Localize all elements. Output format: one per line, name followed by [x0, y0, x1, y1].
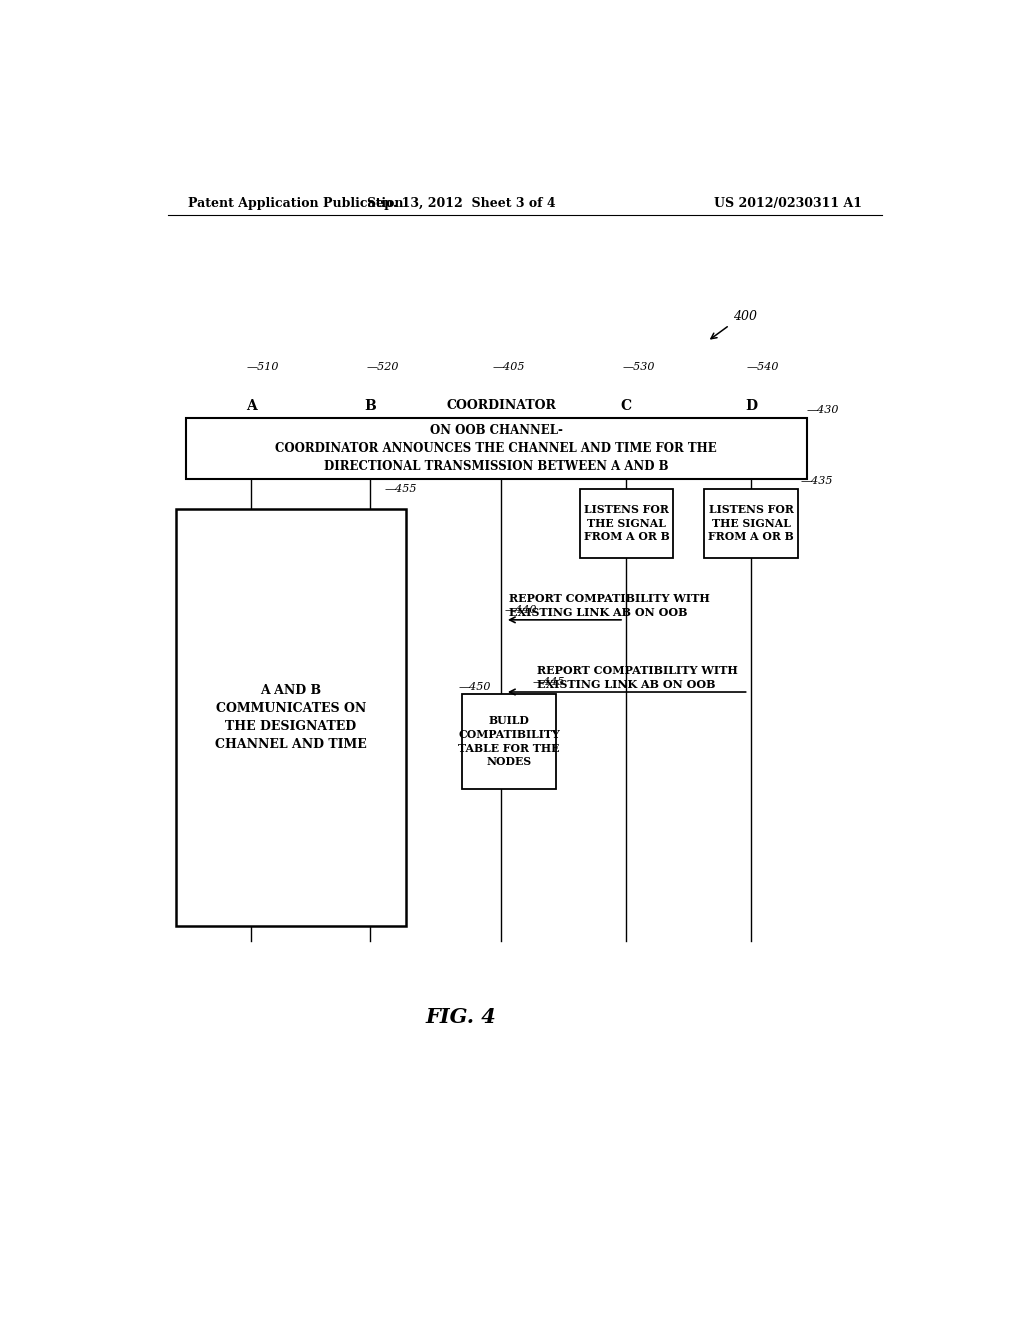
Bar: [580, 488, 673, 558]
Text: B: B: [365, 399, 376, 413]
Bar: [176, 510, 406, 925]
Text: BUILD
COMPATIBILITY
TABLE FOR THE
NODES: BUILD COMPATIBILITY TABLE FOR THE NODES: [458, 715, 560, 767]
Text: —450: —450: [458, 682, 490, 692]
Bar: [705, 488, 798, 558]
Text: FIG. 4: FIG. 4: [426, 1007, 497, 1027]
Bar: [186, 417, 807, 479]
Text: —445: —445: [532, 677, 565, 686]
Text: —520: —520: [367, 362, 398, 372]
Text: Patent Application Publication: Patent Application Publication: [187, 197, 403, 210]
Text: REPORT COMPATIBILITY WITH
EXISTING LINK AB ON OOB: REPORT COMPATIBILITY WITH EXISTING LINK …: [537, 665, 737, 690]
Text: —430: —430: [807, 404, 839, 414]
Text: Sep. 13, 2012  Sheet 3 of 4: Sep. 13, 2012 Sheet 3 of 4: [367, 197, 556, 210]
Text: —530: —530: [623, 362, 655, 372]
Text: 400: 400: [733, 310, 757, 323]
Text: D: D: [744, 399, 757, 413]
Text: LISTENS FOR
THE SIGNAL
FROM A OR B: LISTENS FOR THE SIGNAL FROM A OR B: [709, 504, 794, 543]
Text: —455: —455: [384, 483, 417, 494]
Text: A AND B
COMMUNICATES ON
THE DESIGNATED
CHANNEL AND TIME: A AND B COMMUNICATES ON THE DESIGNATED C…: [215, 684, 367, 751]
Text: —405: —405: [494, 362, 525, 372]
Text: —510: —510: [247, 362, 280, 372]
Text: A: A: [246, 399, 256, 413]
Bar: [462, 694, 556, 788]
Text: COORDINATOR: COORDINATOR: [446, 399, 556, 412]
Text: ON OOB CHANNEL-
COORDINATOR ANNOUNCES THE CHANNEL AND TIME FOR THE
DIRECTIONAL T: ON OOB CHANNEL- COORDINATOR ANNOUNCES TH…: [275, 424, 717, 473]
Text: —435: —435: [800, 475, 833, 486]
Text: REPORT COMPATIBILITY WITH
EXISTING LINK AB ON OOB: REPORT COMPATIBILITY WITH EXISTING LINK …: [509, 593, 710, 618]
Text: —440: —440: [505, 605, 538, 615]
Text: LISTENS FOR
THE SIGNAL
FROM A OR B: LISTENS FOR THE SIGNAL FROM A OR B: [584, 504, 670, 543]
Text: US 2012/0230311 A1: US 2012/0230311 A1: [714, 197, 862, 210]
Text: C: C: [621, 399, 632, 413]
Text: —540: —540: [748, 362, 779, 372]
